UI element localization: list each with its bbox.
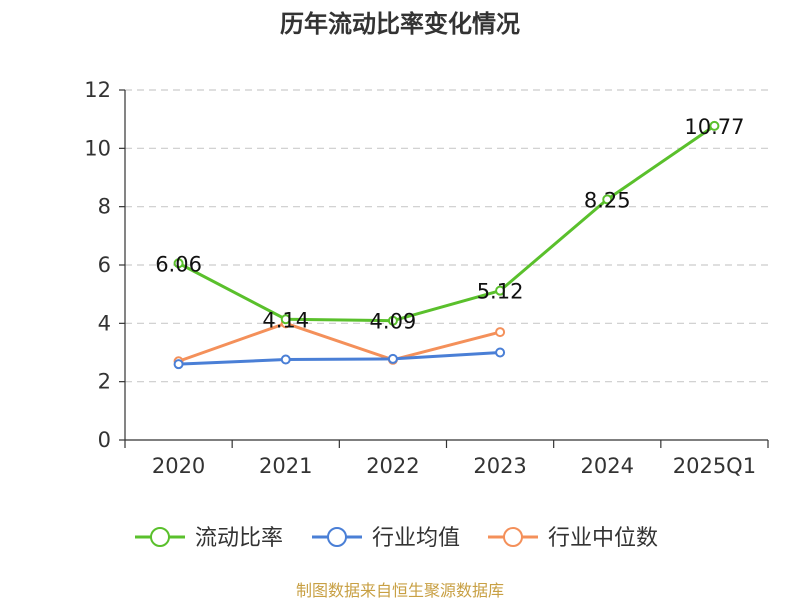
x-tick-label: 2023 xyxy=(473,454,526,478)
y-tick-label: 4 xyxy=(98,311,111,335)
series-流动比率 xyxy=(173,120,720,326)
legend-label: 流动比率 xyxy=(195,526,283,551)
data-label: 6.06 xyxy=(155,252,202,276)
legend: 流动比率 行业均值 行业中位数 xyxy=(135,526,658,551)
data-label: 4.14 xyxy=(262,308,309,332)
legend-swatch-marker xyxy=(327,527,347,547)
x-tick-label: 2021 xyxy=(259,454,312,478)
chart-title: 历年流动比率变化情况 xyxy=(280,10,520,38)
data-label: 8.25 xyxy=(584,188,631,212)
x-tick-label: 2025Q1 xyxy=(673,454,756,478)
data-point xyxy=(495,285,506,296)
series-line xyxy=(178,321,501,363)
series-group xyxy=(173,120,720,370)
series-行业均值 xyxy=(173,347,506,370)
data-labels: 6.06 4.14 4.09 5.12 8.25 10.77 xyxy=(155,115,744,334)
x-tick-label: 2022 xyxy=(366,454,419,478)
data-point xyxy=(387,315,398,326)
y-tick-label: 0 xyxy=(98,428,111,452)
source-note: 制图数据来自恒生聚源数据库 xyxy=(296,581,504,600)
y-tick-label: 10 xyxy=(84,136,111,160)
axes: 0 2 4 6 8 10 12 2020 2021 2022 2023 2024 2025Q1 xyxy=(84,78,769,478)
legend-label: 行业均值 xyxy=(372,526,460,551)
data-point xyxy=(709,120,720,131)
data-point xyxy=(280,314,291,325)
legend-item: 行业均值 xyxy=(312,526,460,551)
series-line xyxy=(178,351,501,366)
data-label: 10.77 xyxy=(684,115,744,139)
series-line xyxy=(177,124,716,323)
data-label: 5.12 xyxy=(477,280,524,304)
y-tick-label: 2 xyxy=(98,370,111,394)
y-tick-label: 8 xyxy=(98,195,111,219)
data-point xyxy=(602,194,613,205)
data-point xyxy=(495,327,506,338)
gridlines xyxy=(125,89,768,383)
legend-item: 行业中位数 xyxy=(488,526,658,551)
data-point xyxy=(280,354,291,365)
data-point xyxy=(173,359,184,370)
x-tick-label: 2024 xyxy=(581,454,634,478)
data-point xyxy=(387,353,398,364)
data-label: 4.09 xyxy=(370,310,417,334)
x-tick-label: 2020 xyxy=(152,454,205,478)
y-tick-label: 12 xyxy=(84,78,111,102)
y-tick-label: 6 xyxy=(98,253,111,277)
data-point xyxy=(173,258,184,269)
data-point xyxy=(495,347,506,358)
legend-label: 行业中位数 xyxy=(548,526,658,551)
legend-swatch-marker xyxy=(503,527,523,547)
legend-swatch-marker xyxy=(150,527,170,547)
legend-item: 流动比率 xyxy=(135,526,283,551)
